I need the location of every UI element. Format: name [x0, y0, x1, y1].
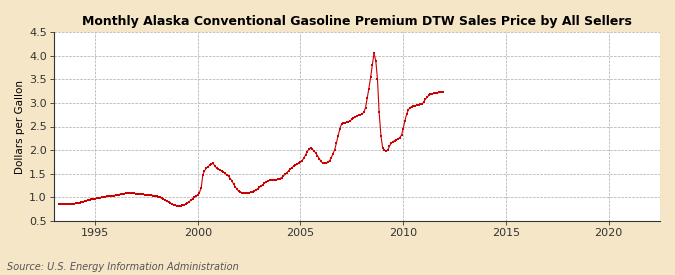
Text: Source: U.S. Energy Information Administration: Source: U.S. Energy Information Administ… [7, 262, 238, 272]
Title: Monthly Alaska Conventional Gasoline Premium DTW Sales Price by All Sellers: Monthly Alaska Conventional Gasoline Pre… [82, 15, 632, 28]
Y-axis label: Dollars per Gallon: Dollars per Gallon [15, 79, 25, 174]
